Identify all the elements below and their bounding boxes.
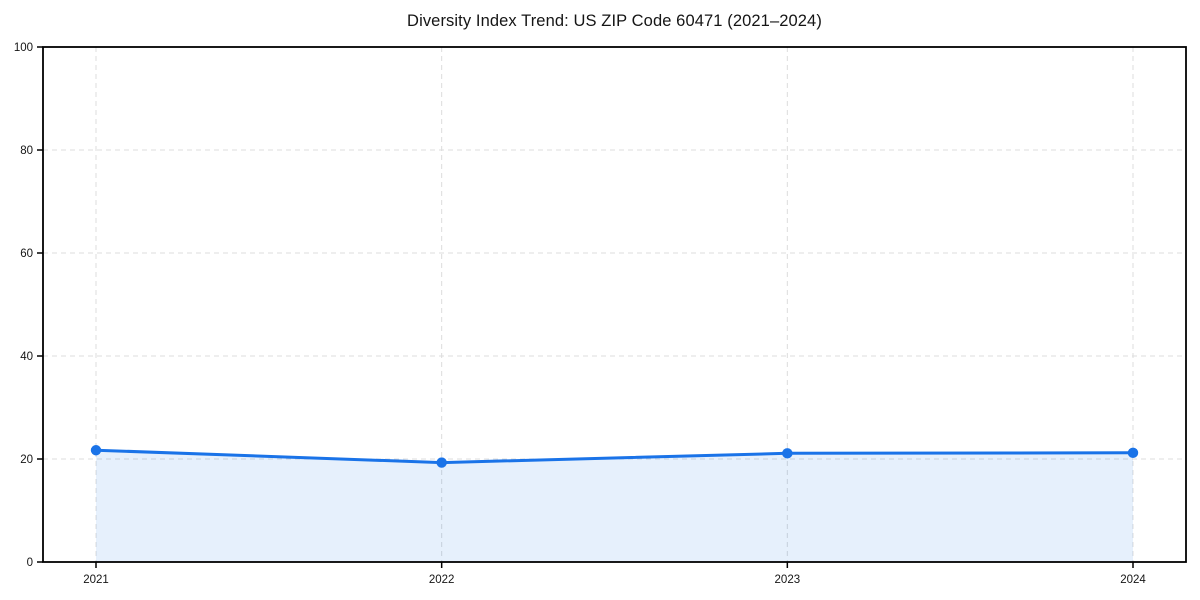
chart-title: Diversity Index Trend: US ZIP Code 60471… (407, 12, 822, 30)
x-tick-label: 2022 (429, 574, 455, 586)
x-tick-label: 2024 (1120, 574, 1146, 586)
y-tick-label: 20 (20, 454, 33, 466)
y-tick-label: 40 (20, 351, 33, 363)
area-fill (96, 450, 1133, 562)
y-tick-label: 80 (20, 145, 33, 157)
y-tick-label: 0 (27, 557, 33, 569)
y-tick-label: 60 (20, 248, 33, 260)
data-point-marker-2023 (782, 448, 793, 459)
x-tick-label: 2023 (775, 574, 801, 586)
data-point-marker-2024 (1127, 447, 1139, 459)
data-point-marker-2021 (90, 445, 102, 456)
y-tick-label: 100 (14, 42, 33, 54)
plot-border (42, 46, 1187, 563)
data-point-marker-2022 (436, 457, 447, 468)
trend-line (94, 448, 1135, 465)
x-tick-label: 2021 (83, 574, 109, 586)
